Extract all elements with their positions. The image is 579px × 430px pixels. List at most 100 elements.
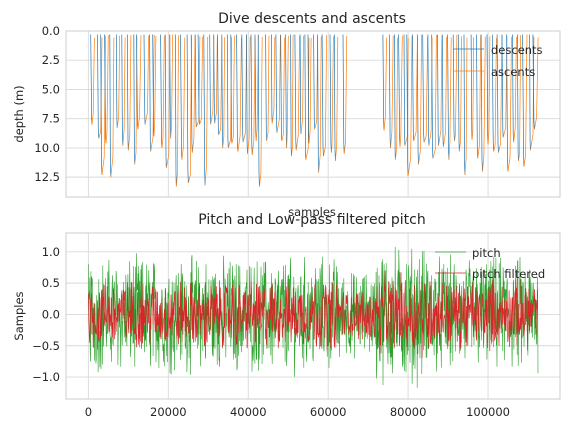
descent-line — [150, 35, 151, 152]
ascent-line — [211, 36, 214, 124]
descent-line — [237, 35, 238, 152]
ascent-line — [391, 36, 394, 148]
ascent-line — [171, 35, 173, 139]
ascent-line — [472, 37, 474, 140]
ascent-line — [215, 38, 218, 124]
descent-line — [242, 35, 243, 143]
bottom-x-tick-label: 100000 — [466, 405, 510, 419]
descent-line — [195, 35, 196, 127]
ascent-line — [123, 38, 125, 146]
descent-line — [161, 35, 162, 148]
descent-line — [281, 35, 282, 141]
descent-line — [227, 35, 228, 148]
bottom-y-tick-label: 1.0 — [42, 245, 60, 259]
ascent-line — [408, 36, 412, 176]
ascent-line — [272, 37, 275, 123]
descent-line — [204, 35, 205, 186]
descent-line — [399, 35, 401, 147]
ascent-line — [182, 38, 185, 160]
bottom-x-tick-label: 20000 — [150, 405, 187, 419]
ascent-line — [277, 36, 280, 133]
bottom-y-tick-label: −1.0 — [32, 370, 60, 384]
bottom-y-tick-label: 0.5 — [42, 276, 60, 290]
legend-label-ascents: ascents — [491, 65, 535, 79]
descent-line — [91, 35, 92, 125]
pitch-line — [88, 247, 538, 388]
descent-line — [423, 35, 424, 143]
ascent-line — [344, 36, 347, 154]
top-y-tick-label: 2.5 — [42, 53, 60, 67]
ascent-line — [219, 38, 222, 135]
ascent-line — [205, 37, 208, 185]
ascent-line — [145, 36, 149, 125]
ascent-line — [117, 36, 119, 128]
ascent-line — [331, 36, 333, 152]
ascent-line — [319, 36, 322, 172]
descent-line — [417, 35, 418, 165]
descent-line — [127, 35, 128, 151]
ascent-line — [384, 38, 387, 131]
ascent-line — [138, 35, 141, 129]
ascent-line — [162, 36, 164, 148]
ascent-line — [439, 36, 442, 146]
descent-line — [432, 35, 433, 159]
ascent-line — [252, 38, 255, 155]
descent-line — [181, 35, 182, 160]
descent-line — [187, 35, 188, 184]
ascent-line — [395, 38, 397, 160]
ascent-line — [419, 35, 422, 165]
top-panel: 0.0 2.5 5.0 7.5 10.0 12.5 Dive descents and a… — [12, 11, 560, 219]
descent-line — [343, 35, 344, 154]
descent-line — [286, 35, 287, 148]
descent-line — [438, 35, 439, 146]
descent-line — [383, 35, 384, 131]
descent-line — [314, 35, 315, 130]
top-y-axis-label: depth (m) — [12, 85, 26, 142]
descent-line — [458, 35, 459, 152]
descent-line — [255, 35, 256, 141]
descent-line — [134, 35, 135, 165]
descent-line — [413, 35, 414, 141]
descent-line — [442, 35, 443, 147]
descent-line — [291, 35, 292, 157]
ascent-line — [291, 35, 293, 156]
descent-line — [471, 35, 472, 140]
descent-line — [428, 35, 429, 146]
descent-line — [481, 35, 482, 172]
bottom-x-tick-label: 40000 — [230, 405, 267, 419]
legend-label-descents: descents — [491, 43, 543, 57]
descent-line — [110, 35, 111, 178]
descent-line — [266, 35, 267, 141]
descent-line — [191, 35, 192, 153]
ascent-line — [323, 35, 326, 156]
top-y-tick-label: 5.0 — [42, 82, 60, 96]
descent-line — [144, 35, 145, 125]
descent-line — [271, 35, 272, 124]
bottom-x-tick-label: 0 — [85, 405, 92, 419]
legend-label-pitch: pitch — [472, 246, 501, 260]
ascent-line — [259, 37, 262, 187]
descent-line — [395, 35, 396, 160]
descent-line — [222, 35, 223, 148]
top-plot-frame — [66, 31, 560, 197]
descent-line — [98, 35, 99, 139]
descent-line — [330, 35, 331, 153]
ascent-line — [176, 35, 178, 186]
ascent-line — [315, 37, 318, 129]
descent-line — [318, 35, 319, 173]
ascent-line — [267, 36, 269, 141]
descent-line — [404, 35, 405, 146]
descent-line — [251, 35, 252, 155]
ascent-line — [111, 38, 114, 178]
descent-line — [170, 35, 171, 139]
descent-line — [122, 35, 123, 146]
ascent-line — [443, 37, 446, 147]
descent-line — [322, 35, 323, 157]
bottom-legend: pitch pitch filtered — [435, 246, 545, 281]
ascent-line — [238, 38, 242, 151]
top-y-tick-label: 10.0 — [34, 141, 60, 155]
ascent-line — [335, 37, 337, 161]
ascent-line — [287, 36, 289, 148]
ascent-line — [400, 36, 402, 147]
